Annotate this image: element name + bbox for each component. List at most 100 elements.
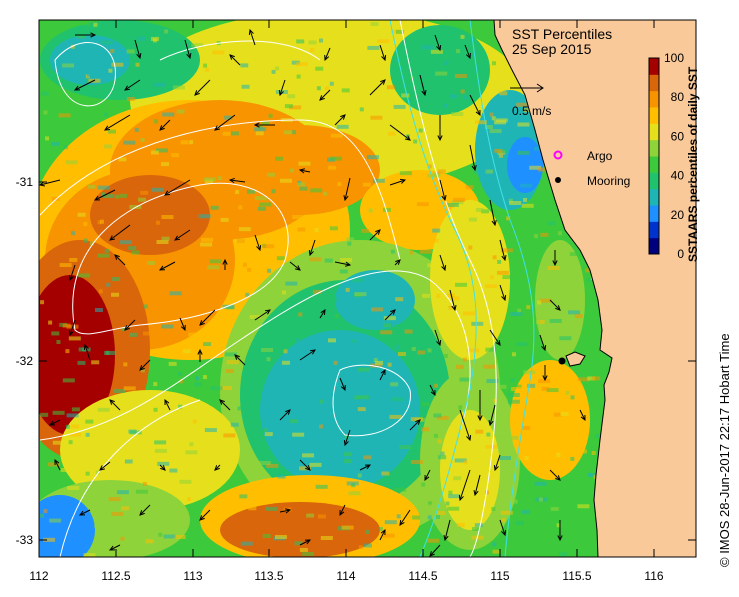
- current-vector: [134, 39, 142, 60]
- sst-pixel: [394, 459, 399, 464]
- colorbar-tick-label: 40: [671, 169, 685, 183]
- sst-pixel: [204, 428, 217, 433]
- sst-pixel: [474, 120, 487, 125]
- current-vector: [308, 239, 316, 257]
- sst-pixel: [126, 96, 135, 101]
- sst-pixel: [485, 284, 498, 289]
- sst-pixel: [83, 222, 88, 227]
- sst-pixel: [277, 474, 286, 479]
- sst-pixel: [489, 275, 494, 280]
- sst-pixel: [153, 38, 158, 43]
- sst-pixel: [492, 398, 497, 403]
- sst-pixel: [49, 518, 62, 523]
- sst-pixel: [397, 352, 406, 357]
- sst-pixel: [362, 182, 371, 187]
- current-vector: [83, 343, 91, 361]
- sst-pixel: [119, 240, 132, 245]
- y-tick-label: -31: [16, 175, 34, 189]
- island: [565, 351, 586, 367]
- sst-pixel: [538, 379, 551, 384]
- current-vector: [477, 390, 483, 422]
- sst-pixel: [77, 34, 86, 39]
- sst-pixel: [539, 298, 552, 303]
- sst-pixel: [540, 232, 549, 237]
- sst-pixel: [319, 46, 328, 51]
- current-vector: [542, 365, 548, 382]
- sst-pixel: [510, 435, 519, 440]
- sst-pixel: [245, 292, 250, 297]
- sst-pixel: [521, 203, 534, 208]
- current-vector: [139, 359, 151, 371]
- sst-pixel: [511, 386, 524, 391]
- sst-pixel: [259, 202, 272, 207]
- sst-pixel: [89, 142, 98, 147]
- sst-pixel: [246, 189, 255, 194]
- sst-pixel: [404, 329, 413, 334]
- current-vector: [164, 179, 191, 196]
- sst-pixel: [591, 450, 596, 455]
- sst-pixel: [315, 66, 324, 71]
- sst-pixel: [436, 293, 441, 298]
- current-vector: [489, 329, 501, 346]
- sst-pixel: [274, 535, 287, 540]
- sst-pixel: [120, 506, 129, 511]
- sst-pixel: [456, 522, 465, 527]
- sst-pixel: [220, 217, 229, 222]
- sst-pixel: [382, 533, 395, 538]
- sst-pixel: [118, 157, 127, 162]
- sst-pixel: [156, 239, 169, 244]
- sst-pixel-noise: [40, 21, 609, 557]
- sst-pixel: [77, 360, 86, 365]
- sst-pixel: [173, 534, 186, 539]
- sst-pixel: [281, 360, 290, 365]
- sst-pixel: [213, 247, 222, 252]
- sst-pixel: [428, 501, 433, 506]
- colorbar-segment: [649, 139, 659, 157]
- current-vector: [99, 461, 111, 471]
- sst-pixel: [577, 504, 590, 509]
- sst-pixel: [222, 304, 235, 309]
- current-vector: [343, 177, 351, 202]
- sst-pixel: [536, 319, 545, 324]
- sst-pixel: [337, 182, 342, 187]
- current-vector: [158, 261, 176, 271]
- sst-pixel: [40, 513, 45, 518]
- colorbar-tick-label: 60: [671, 129, 685, 143]
- sst-pixel: [275, 90, 288, 95]
- current-vector: [68, 319, 76, 337]
- sst-pixel: [410, 417, 423, 422]
- sst-pixel: [284, 104, 293, 109]
- sst-pixel: [210, 205, 219, 210]
- sst-pixel: [592, 376, 601, 381]
- x-tick-label: 113.5: [254, 569, 283, 583]
- sst-pixel: [367, 45, 380, 50]
- sst-pixel: [177, 371, 182, 376]
- sst-pixel: [298, 312, 303, 317]
- sst-pixel: [236, 239, 245, 244]
- sst-pixel: [129, 430, 142, 435]
- sst-pixel: [432, 172, 441, 177]
- sst-pixel: [84, 78, 89, 83]
- sst-pixel: [225, 368, 234, 373]
- sst-pixel: [428, 504, 433, 509]
- sst-pixel: [495, 432, 508, 437]
- sst-pixel: [333, 360, 338, 365]
- sst-pixel: [517, 122, 530, 127]
- sst-pixel: [78, 273, 91, 278]
- sst-pixel: [254, 127, 267, 132]
- sst-pixel: [508, 198, 513, 203]
- sst-pixel: [390, 397, 403, 402]
- sst-pixel: [485, 444, 498, 449]
- sst-pixel: [62, 63, 75, 68]
- sst-pixel: [108, 497, 121, 502]
- axis-ticks: [38, 20, 696, 557]
- sst-pixel: [113, 389, 126, 394]
- sst-pixel: [435, 514, 440, 519]
- sst-pixel: [318, 38, 323, 43]
- sst-pixel: [238, 227, 251, 232]
- sst-pixel: [271, 189, 276, 194]
- colorbar-tick-labels: 100 80 60 40 20 0: [664, 51, 684, 261]
- argo-label: Argo: [587, 149, 613, 163]
- sst-pixel: [578, 449, 587, 454]
- sst-pixel: [223, 433, 236, 438]
